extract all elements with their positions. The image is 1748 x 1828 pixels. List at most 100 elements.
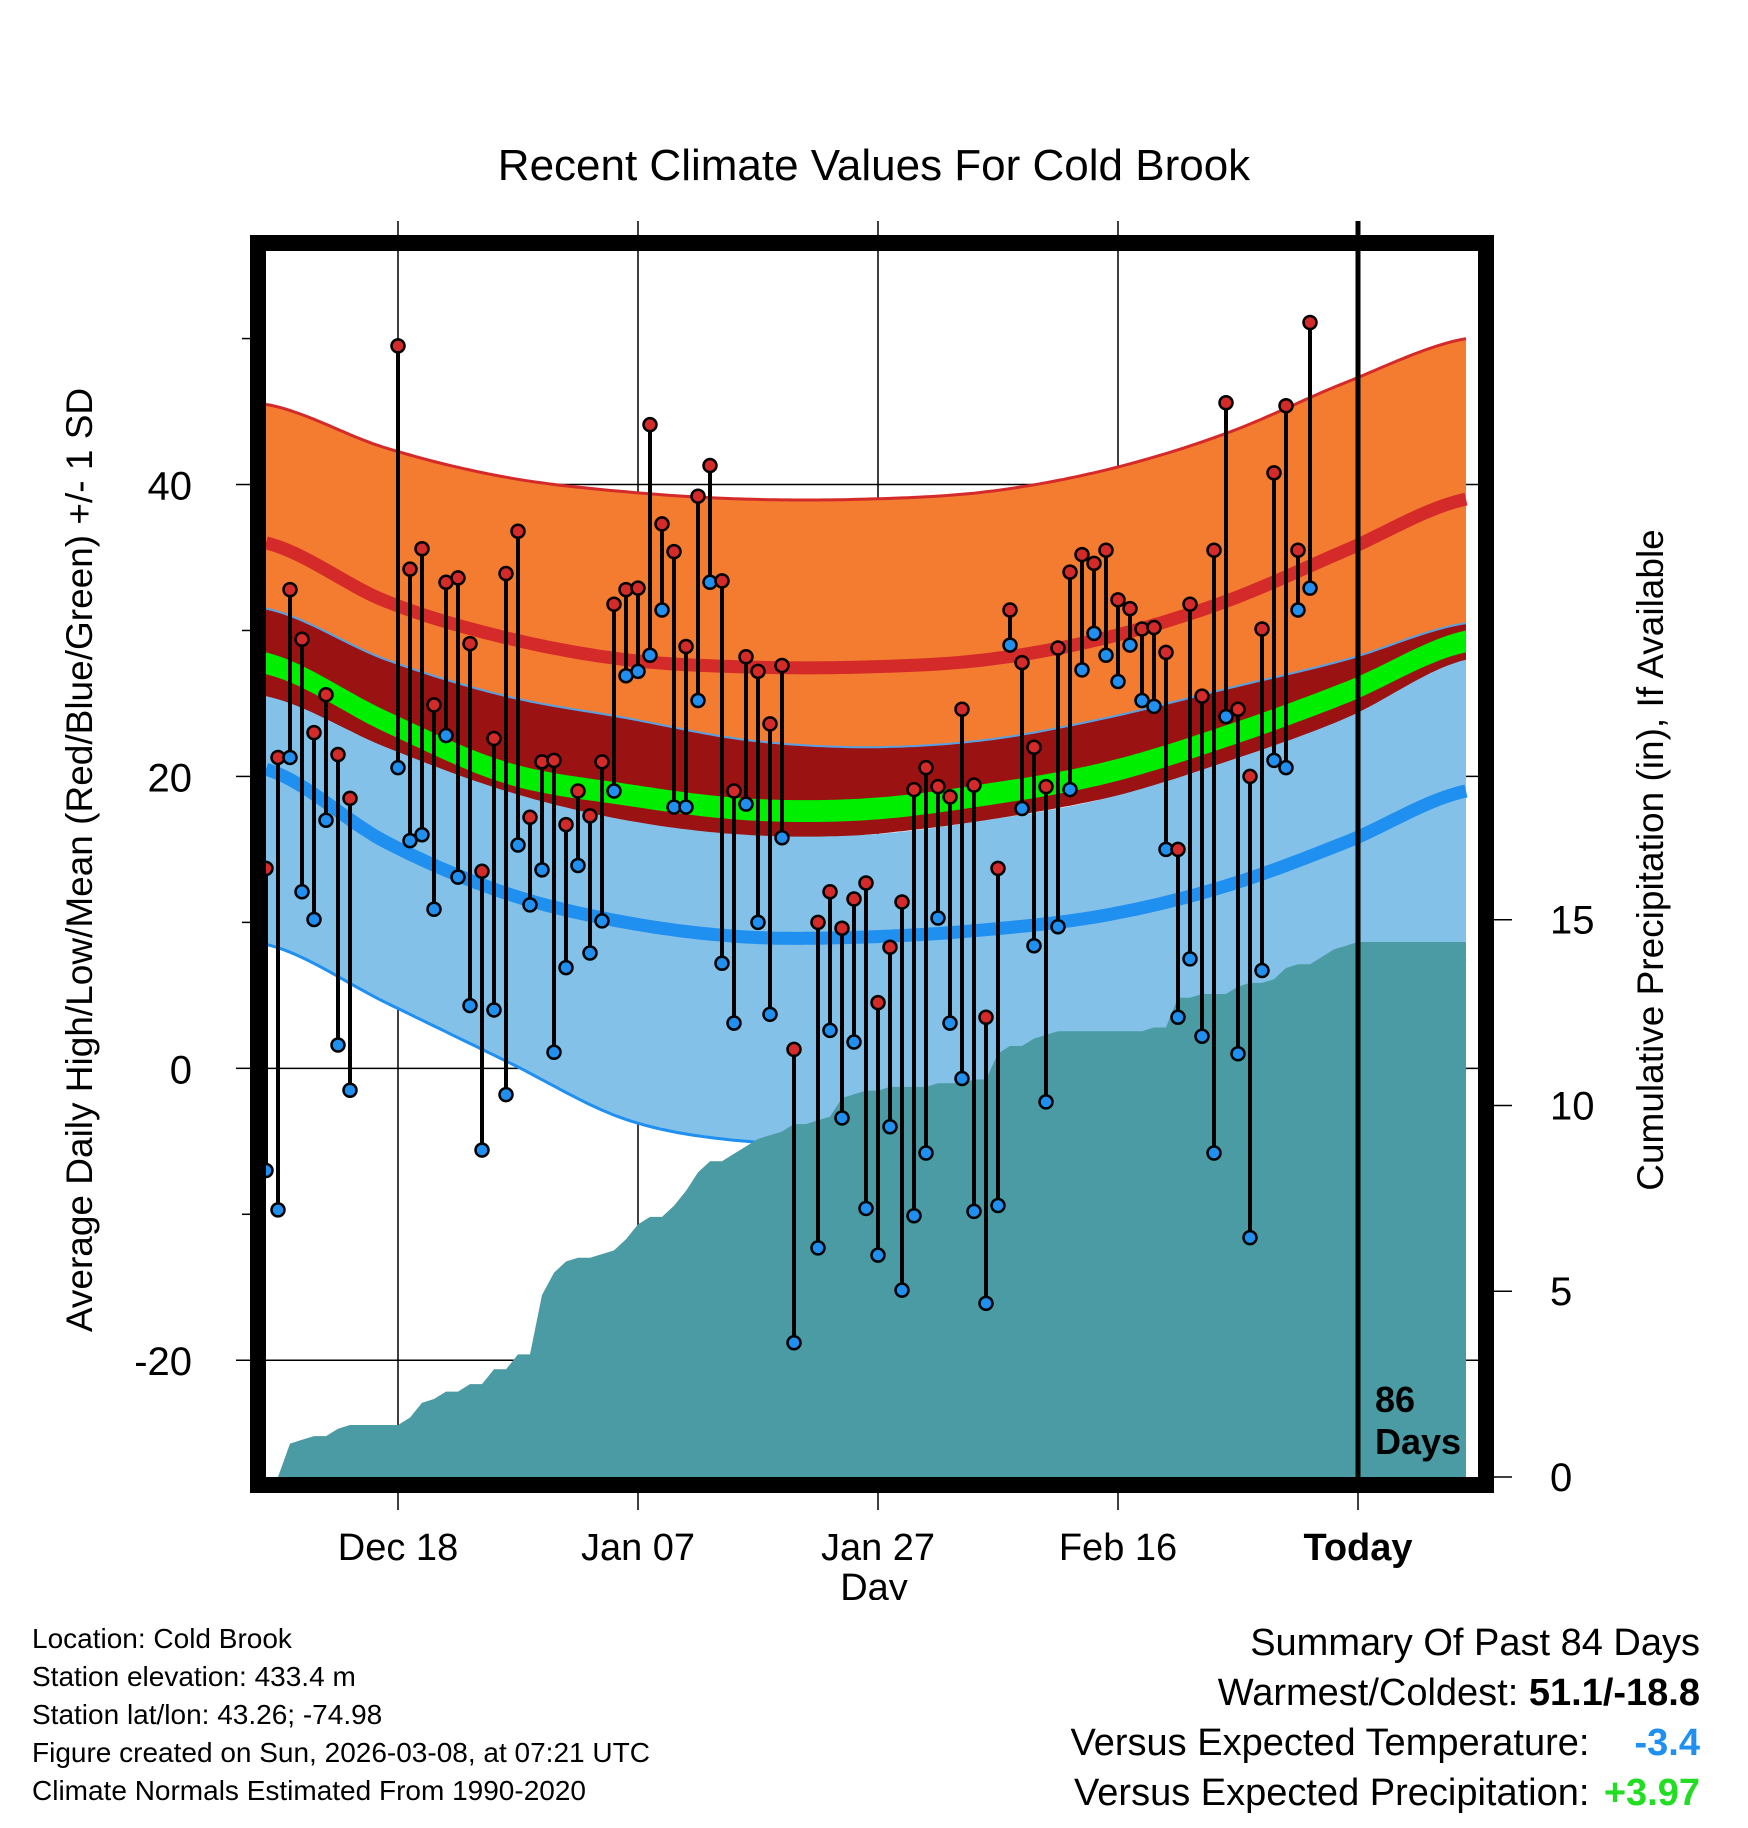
- daily-high-point: [978, 1009, 994, 1025]
- daily-low-point: [570, 857, 586, 874]
- daily-high-point: [1122, 600, 1138, 617]
- daily-low-point: [942, 1015, 958, 1031]
- daily-high-point: [414, 540, 430, 557]
- daily-high-point: [1242, 768, 1258, 785]
- daily-high-point: [834, 920, 850, 936]
- daily-low-point: [846, 1034, 862, 1050]
- daily-low-point: [1278, 759, 1294, 776]
- temp-value: -3.4: [1634, 1722, 1700, 1764]
- daily-low-point: [1014, 800, 1030, 817]
- daily-low-point: [750, 914, 766, 931]
- daily-low-point: [1002, 637, 1018, 653]
- summary-temp: Versus Expected Temperature: -3.4: [1071, 1718, 1700, 1768]
- daily-high-point: [750, 663, 766, 680]
- x-tick-label: Dec 18: [338, 1527, 458, 1569]
- daily-high-point: [738, 648, 754, 665]
- daily-low-point: [762, 1006, 778, 1023]
- daily-high-point: [702, 457, 718, 474]
- daily-low-point: [822, 1022, 838, 1039]
- daily-low-point: [498, 1086, 514, 1103]
- daily-low-point: [1218, 708, 1234, 725]
- daily-high-point: [714, 573, 730, 589]
- daily-high-point: [990, 860, 1006, 877]
- daily-high-point: [546, 752, 562, 769]
- daily-high-point: [966, 777, 982, 793]
- daily-high-point: [1316, 0, 1329, 7]
- daily-high-point: [1002, 602, 1018, 618]
- daily-low-point: [630, 663, 646, 680]
- daily-high-point: [954, 701, 970, 718]
- daily-low-point: [1194, 1028, 1210, 1044]
- daily-low-point: [1146, 698, 1162, 715]
- daily-high-point: [1302, 314, 1318, 331]
- info-created: Figure created on Sun, 2026-03-08, at 07…: [32, 1737, 650, 1768]
- daily-low-point: [1254, 962, 1270, 979]
- daily-high-point: [1050, 640, 1066, 656]
- daily-high-point: [630, 580, 646, 596]
- daily-low-point: [738, 796, 754, 812]
- daily-high-point: [930, 778, 946, 795]
- daily-high-point: [690, 488, 706, 504]
- daily-low-point: [1302, 580, 1318, 596]
- info-latlon: Station lat/lon: 43.26; -74.98: [32, 1699, 383, 1730]
- daily-high-point: [822, 883, 838, 900]
- precip-label: Versus Expected Precipitation:: [1074, 1772, 1590, 1814]
- daily-low-point: [438, 727, 454, 744]
- daily-high-point: [1014, 654, 1030, 671]
- daily-high-point: [1328, 0, 1341, 7]
- daily-low-point: [870, 1247, 886, 1263]
- daily-high-point: [486, 730, 502, 747]
- daily-high-point: [882, 939, 898, 955]
- daily-low-point: [1134, 692, 1150, 709]
- axes: -20 0 20 40 0 5 10 15 Dec 18 Jan 07 Jan 27 Feb 16 To…: [134, 337, 1595, 1569]
- daily-high-point: [774, 657, 790, 674]
- daily-low-point: [486, 1002, 502, 1018]
- daily-high-point: [1278, 397, 1294, 414]
- daily-low-point: [1266, 752, 1282, 769]
- daily-low-point: [306, 911, 322, 928]
- daily-low-point: [858, 1200, 874, 1217]
- daily-high-point: [606, 596, 622, 612]
- daily-low-point: [894, 1282, 910, 1298]
- daily-low-point: [342, 1082, 358, 1098]
- x-tick-label: Today: [1303, 1527, 1412, 1569]
- daily-low-point: [426, 901, 442, 917]
- today-annotation: 86 Days: [1375, 1379, 1461, 1462]
- daily-low-point: [990, 1197, 1006, 1214]
- high-lower-edge: [266, 607, 1467, 749]
- y-tick-label: -20: [134, 1340, 192, 1384]
- station-info: Location: Cold Brook Station elevation: …: [32, 1620, 650, 1810]
- daily-high-point: [342, 790, 358, 807]
- today-annotation-line: 86: [1375, 1379, 1415, 1420]
- daily-low-point: [390, 759, 406, 776]
- plot-frame: [250, 235, 1494, 1493]
- x-tick-label: Jan 07: [581, 1527, 695, 1569]
- climate-chart: Recent Climate Values For Cold Brook -20…: [59, 0, 1671, 1600]
- daily-high-point: [678, 638, 694, 655]
- daily-high-point: [1026, 739, 1042, 755]
- daily-low-point: [558, 959, 574, 976]
- daily-low-point: [450, 869, 466, 885]
- daily-high-point: [474, 863, 490, 880]
- today-annotation-line: Days: [1375, 1421, 1461, 1462]
- daily-high-point: [282, 581, 298, 598]
- daily-low-point: [318, 812, 334, 828]
- daily-high-point: [498, 565, 514, 582]
- daily-high-point: [858, 875, 874, 891]
- daily-high-point: [1170, 841, 1186, 858]
- daily-low-point: [834, 1110, 850, 1126]
- daily-high-point: [1098, 542, 1114, 558]
- info-elevation: Station elevation: 433.4 m: [32, 1661, 356, 1692]
- daily-high-point: [266, 860, 274, 877]
- daily-high-point: [666, 543, 682, 560]
- daily-high-point: [1266, 465, 1282, 481]
- daily-high-point: [1290, 542, 1306, 558]
- daily-high-point: [1146, 619, 1162, 636]
- daily-high-point: [582, 808, 598, 824]
- daily-high-point: [594, 754, 610, 770]
- mean-normal-line: [266, 630, 1466, 822]
- daily-high-point: [318, 686, 334, 703]
- daily-low-point: [606, 783, 622, 799]
- daily-low-point: [1098, 647, 1114, 664]
- daily-low-point: [462, 997, 478, 1014]
